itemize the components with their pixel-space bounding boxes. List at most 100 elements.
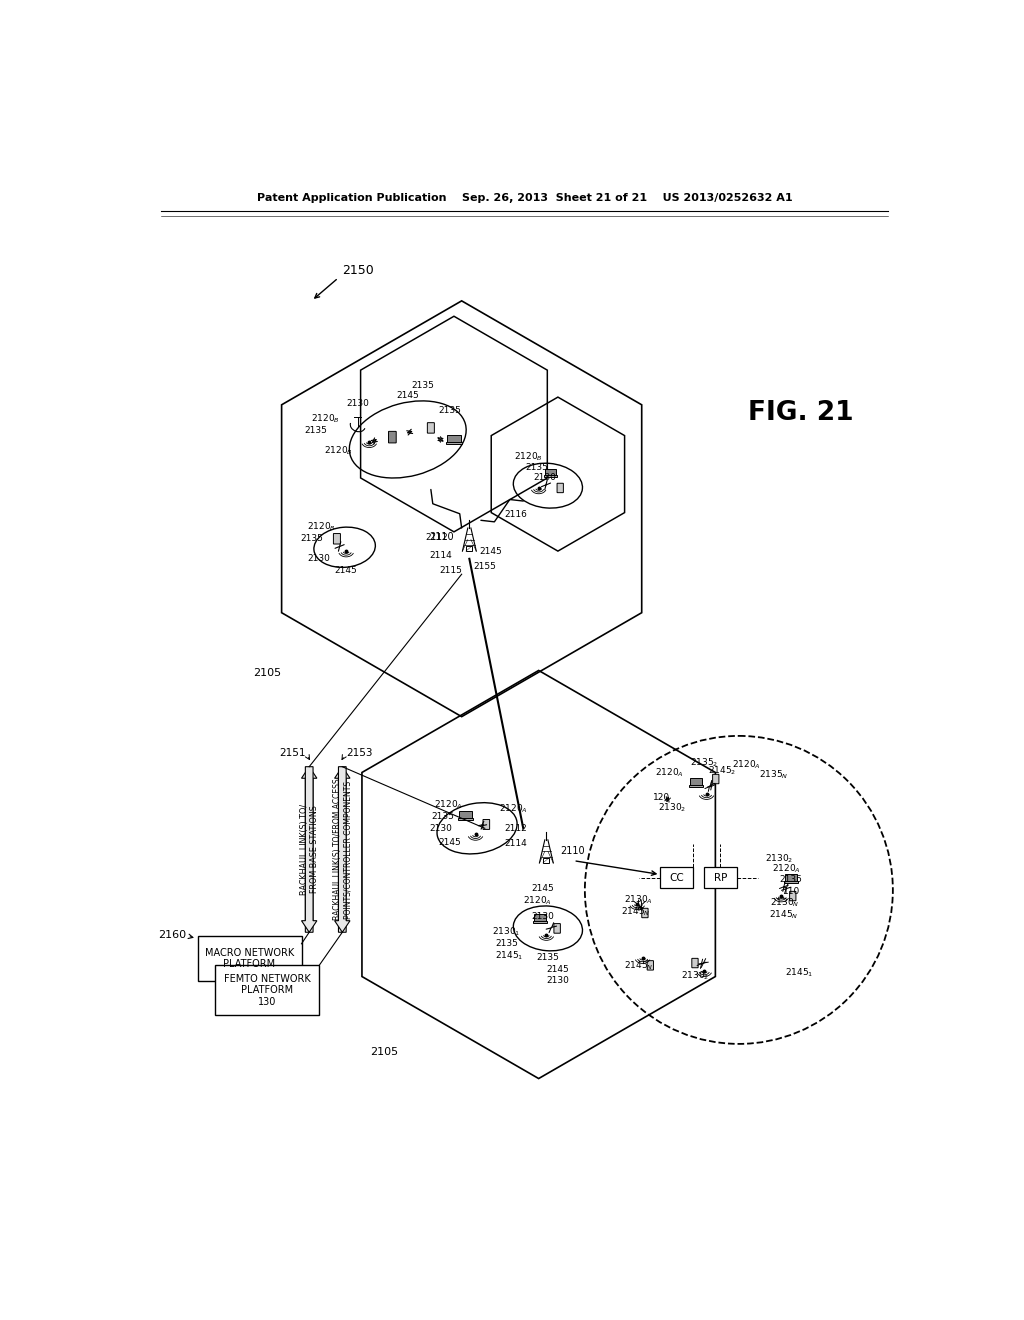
Text: 2135: 2135 — [537, 953, 559, 962]
Bar — [660, 867, 692, 888]
Text: 2135: 2135 — [525, 463, 549, 473]
Text: 2130$_2$: 2130$_2$ — [681, 970, 710, 982]
Text: 2120$_B$: 2120$_B$ — [324, 445, 353, 457]
Text: 2135: 2135 — [431, 812, 454, 821]
Bar — [198, 936, 301, 981]
Text: FEMTO NETWORK
PLATFORM
130: FEMTO NETWORK PLATFORM 130 — [224, 974, 310, 1007]
Text: 2145: 2145 — [438, 838, 462, 846]
Text: 2120$_B$: 2120$_B$ — [307, 520, 336, 533]
Text: CC: CC — [669, 873, 684, 883]
FancyBboxPatch shape — [427, 422, 434, 433]
Text: 2130: 2130 — [534, 474, 556, 482]
FancyBboxPatch shape — [713, 775, 719, 784]
FancyBboxPatch shape — [647, 961, 653, 970]
Text: 110: 110 — [782, 887, 800, 896]
FancyBboxPatch shape — [334, 533, 340, 544]
Text: 2153: 2153 — [346, 748, 373, 758]
Bar — [446, 442, 462, 445]
Text: 2130$_A$: 2130$_A$ — [625, 894, 653, 906]
Text: 2120$_B$: 2120$_B$ — [514, 451, 543, 463]
Text: 2130: 2130 — [308, 554, 331, 564]
Text: 2114: 2114 — [430, 552, 453, 560]
Text: 2145$_2$: 2145$_2$ — [708, 764, 736, 776]
Text: 2145$_N$: 2145$_N$ — [769, 908, 799, 921]
Bar — [447, 434, 461, 444]
Text: 2145$_N$: 2145$_N$ — [624, 960, 653, 972]
Bar — [705, 867, 736, 888]
Text: 2114: 2114 — [504, 840, 527, 849]
Text: 2145: 2145 — [396, 391, 419, 400]
Text: 2130$_1$: 2130$_1$ — [493, 927, 520, 939]
Bar — [544, 475, 557, 478]
Polygon shape — [301, 767, 316, 932]
Text: 2135$_2$: 2135$_2$ — [690, 756, 719, 770]
Text: 2145$_1$: 2145$_1$ — [784, 966, 813, 979]
Bar — [458, 818, 473, 820]
Text: 2135: 2135 — [300, 535, 323, 544]
Text: 2130$_2$: 2130$_2$ — [658, 801, 687, 813]
Text: 2151: 2151 — [279, 748, 305, 758]
Text: 2130: 2130 — [547, 977, 569, 985]
Text: BACKHAUL LINK(S) TO/
FROM BASE STATIONS: BACKHAUL LINK(S) TO/ FROM BASE STATIONS — [299, 804, 318, 895]
Text: MACRO NETWORK
PLATFORM: MACRO NETWORK PLATFORM — [205, 948, 294, 969]
Text: 2135: 2135 — [495, 940, 518, 948]
Text: 2145$_1$: 2145$_1$ — [496, 949, 523, 961]
Bar — [466, 546, 472, 552]
Text: 2120$_A$: 2120$_A$ — [434, 799, 463, 812]
Text: 2120$_A$: 2120$_A$ — [732, 759, 761, 771]
Text: Patent Application Publication    Sep. 26, 2013  Sheet 21 of 21    US 2013/02526: Patent Application Publication Sep. 26, … — [257, 194, 793, 203]
Polygon shape — [301, 767, 316, 932]
Text: 2135: 2135 — [304, 426, 327, 434]
Text: 2135: 2135 — [438, 405, 462, 414]
Polygon shape — [335, 767, 350, 932]
Bar — [535, 915, 546, 923]
Text: 2135$_N$: 2135$_N$ — [760, 768, 790, 780]
FancyBboxPatch shape — [483, 820, 489, 829]
Text: 2120$_A$: 2120$_A$ — [655, 767, 684, 779]
Bar — [534, 921, 547, 923]
FancyBboxPatch shape — [557, 483, 563, 492]
FancyBboxPatch shape — [692, 958, 698, 968]
Text: 2130: 2130 — [531, 912, 554, 920]
Text: 2135: 2135 — [780, 875, 803, 884]
Text: FIG. 21: FIG. 21 — [748, 400, 853, 425]
Bar — [545, 469, 556, 477]
Text: 2135: 2135 — [412, 381, 434, 389]
Text: 120: 120 — [653, 793, 671, 803]
Bar — [785, 874, 797, 882]
Bar — [689, 785, 702, 787]
Text: 2155: 2155 — [473, 562, 497, 572]
Text: 2145$_N$: 2145$_N$ — [621, 906, 650, 917]
Text: 2145: 2145 — [335, 566, 357, 574]
Bar — [690, 777, 701, 785]
Text: 2120$_A$: 2120$_A$ — [772, 862, 801, 875]
FancyBboxPatch shape — [388, 432, 396, 444]
Text: 2120$_B$: 2120$_B$ — [311, 412, 340, 425]
Text: 2145: 2145 — [547, 965, 569, 974]
Text: 2130$_N$: 2130$_N$ — [770, 896, 800, 909]
Text: 2160: 2160 — [158, 929, 186, 940]
Text: 2130: 2130 — [346, 399, 369, 408]
Bar — [784, 882, 798, 883]
Text: 2150: 2150 — [342, 264, 374, 277]
Bar — [460, 810, 472, 818]
Text: 2115: 2115 — [439, 566, 462, 574]
Text: 2130: 2130 — [429, 824, 453, 833]
FancyBboxPatch shape — [642, 908, 648, 917]
Text: 2120$_A$: 2120$_A$ — [499, 803, 527, 816]
Text: 2145: 2145 — [479, 546, 503, 556]
Text: 2120$_A$: 2120$_A$ — [522, 895, 552, 907]
Text: 2116: 2116 — [504, 510, 527, 519]
Text: RP: RP — [714, 873, 727, 883]
Text: 2110: 2110 — [560, 846, 585, 857]
Bar — [215, 965, 319, 1015]
Text: 2145: 2145 — [531, 884, 554, 892]
Text: 2105: 2105 — [371, 1047, 398, 1056]
Polygon shape — [335, 767, 350, 932]
Bar — [544, 858, 550, 863]
FancyBboxPatch shape — [790, 891, 796, 900]
Text: 2112: 2112 — [504, 824, 527, 833]
Text: 2105: 2105 — [254, 668, 282, 677]
Text: 2130$_2$: 2130$_2$ — [766, 853, 794, 866]
Text: 2112: 2112 — [425, 533, 447, 541]
